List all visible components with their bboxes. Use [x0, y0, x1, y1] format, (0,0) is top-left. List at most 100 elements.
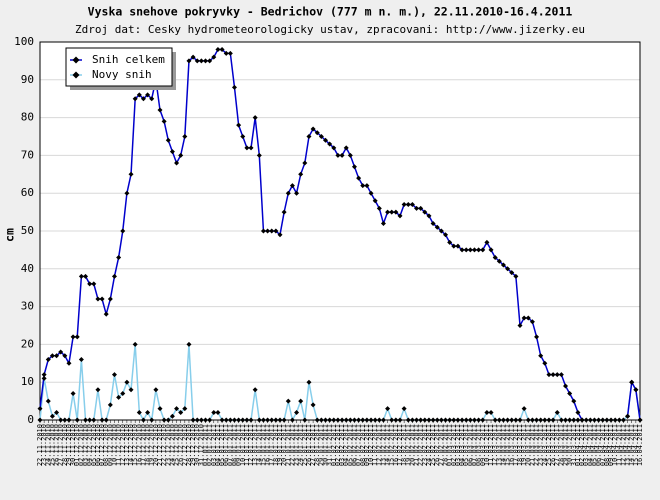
- data-point: [215, 409, 221, 415]
- x-tick-label: 25.11.2010: [48, 424, 56, 466]
- chart-subtitle: Zdroj dat: Cesky hydrometeorologicky ust…: [75, 23, 585, 36]
- data-point: [265, 228, 271, 234]
- data-point: [480, 417, 486, 423]
- x-tick-label: 08.01.2011: [230, 424, 238, 466]
- data-point: [604, 417, 610, 423]
- data-point: [128, 387, 134, 393]
- data-point: [591, 417, 597, 423]
- x-tick-label: 18.01.2011: [272, 424, 280, 466]
- y-tick-label: 90: [21, 73, 34, 86]
- data-point: [215, 47, 221, 53]
- x-tick-label: 13.02.2011: [379, 424, 387, 466]
- data-point: [405, 202, 411, 208]
- data-point: [306, 134, 312, 139]
- data-point: [157, 107, 163, 113]
- x-tick-label: 09.01.2011: [235, 424, 243, 466]
- x-tick-label: 17.01.2011: [268, 424, 276, 466]
- x-tick-label: 13.12.2010: [123, 424, 131, 466]
- x-tick-label: 15.12.2010: [131, 424, 139, 466]
- x-tick-label: 25.02.2011: [429, 424, 437, 466]
- data-point: [41, 375, 47, 381]
- data-point: [41, 372, 47, 378]
- data-point: [260, 228, 266, 234]
- data-point: [563, 417, 569, 423]
- x-tick-label: 14.12.2010: [127, 424, 135, 466]
- data-point: [438, 228, 444, 234]
- x-tick-label: 18.03.2011: [516, 424, 524, 466]
- data-point: [587, 417, 593, 423]
- legend-marker: [72, 71, 80, 79]
- data-point: [476, 417, 482, 423]
- data-point: [165, 417, 171, 423]
- x-tick-label: 23.02.2011: [421, 424, 429, 466]
- x-tick-label: 25.03.2011: [545, 424, 553, 466]
- data-point: [145, 409, 151, 415]
- y-tick-label: 50: [21, 224, 34, 237]
- data-point: [265, 417, 271, 423]
- data-point: [161, 118, 167, 124]
- x-tick-label: 21.01.2011: [284, 424, 292, 466]
- data-point: [600, 417, 606, 423]
- data-point: [306, 379, 312, 385]
- data-point: [186, 58, 192, 64]
- x-tick-label: 30.12.2010: [193, 424, 201, 466]
- data-point: [49, 413, 55, 419]
- data-point: [612, 417, 618, 423]
- data-point: [281, 417, 287, 423]
- x-tick-label: 24.02.2011: [425, 424, 433, 466]
- data-point: [459, 417, 465, 423]
- x-tick-label: 17.02.2011: [396, 424, 404, 466]
- x-tick-label: 24.01.2011: [297, 424, 305, 466]
- x-tick-label: 28.11.2010: [61, 424, 69, 466]
- y-axis-label: cm: [3, 228, 17, 242]
- data-point: [236, 417, 242, 423]
- x-tick-label: 26.12.2010: [177, 424, 185, 466]
- data-point: [616, 417, 622, 423]
- x-tick-label: 06.03.2011: [466, 424, 474, 466]
- x-tick-label: 04.12.2010: [86, 424, 94, 466]
- x-tick-label: 29.11.2010: [65, 424, 73, 466]
- data-point: [525, 417, 531, 423]
- data-point: [252, 387, 258, 393]
- x-tick-label: 11.03.2011: [487, 424, 495, 466]
- data-point: [550, 372, 556, 378]
- x-tick-label: 11.01.2011: [243, 424, 251, 466]
- data-point: [418, 417, 424, 423]
- data-point: [240, 417, 246, 423]
- x-tick-label: 20.03.2011: [524, 424, 532, 466]
- data-point: [256, 152, 262, 158]
- data-point: [91, 417, 97, 423]
- x-tick-label: 04.02.2011: [342, 424, 350, 466]
- data-point: [149, 96, 155, 102]
- data-point: [273, 228, 279, 234]
- data-point: [563, 383, 569, 389]
- x-tick-label: 10.12.2010: [110, 424, 118, 466]
- data-point: [285, 398, 291, 404]
- y-tick-label: 30: [21, 300, 34, 313]
- data-point: [459, 247, 465, 253]
- data-point: [327, 417, 333, 423]
- x-tick-label: 15.01.2011: [259, 424, 267, 466]
- y-tick-label: 10: [21, 375, 34, 388]
- data-point: [360, 183, 366, 189]
- x-tick-label: 09.03.2011: [479, 424, 487, 466]
- y-tick-label: 80: [21, 111, 34, 124]
- data-point: [579, 417, 585, 423]
- data-point: [248, 145, 254, 151]
- x-tick-label: 04.01.2011: [214, 424, 222, 466]
- x-tick-label: 03.02.2011: [338, 424, 346, 466]
- x-tick-label: 12.12.2010: [119, 424, 127, 466]
- data-point: [488, 409, 494, 415]
- data-point: [484, 239, 490, 245]
- data-point: [393, 417, 399, 423]
- data-point: [347, 417, 353, 423]
- data-point: [227, 50, 233, 56]
- data-point: [356, 175, 362, 181]
- data-point: [83, 273, 89, 279]
- data-point: [223, 50, 229, 56]
- data-point: [207, 417, 213, 423]
- x-tick-label: 06.01.2011: [222, 424, 230, 466]
- data-point: [70, 334, 76, 340]
- y-tick-label: 20: [21, 337, 34, 350]
- data-point: [323, 417, 329, 423]
